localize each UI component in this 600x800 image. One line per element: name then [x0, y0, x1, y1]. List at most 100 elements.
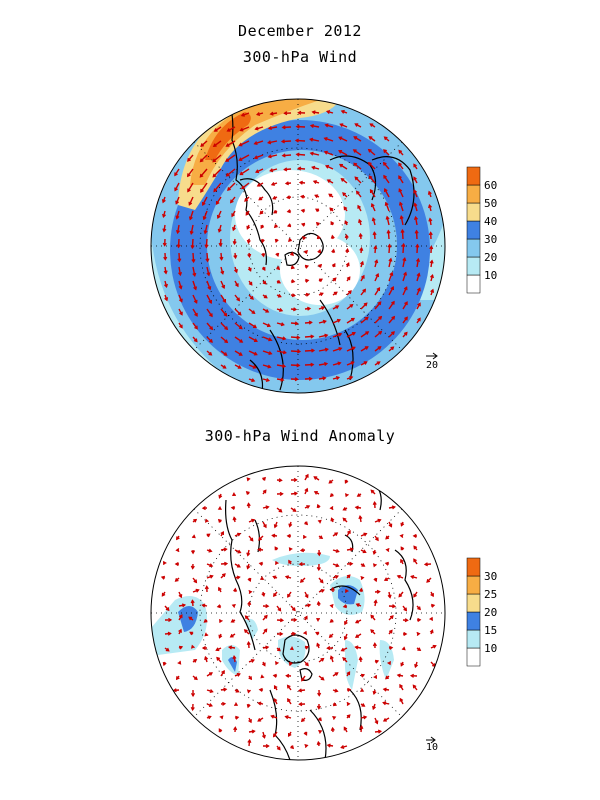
map1-coastlines [227, 99, 415, 393]
wind-vector-head [320, 676, 325, 681]
wind-vector-head [324, 347, 329, 352]
wind-vector-head [224, 326, 229, 331]
wind-vector-head [279, 308, 284, 312]
wind-vector-head [261, 253, 266, 258]
wind-vector-head [342, 517, 347, 522]
wind-vector-head [325, 164, 330, 169]
wind-vector [402, 286, 408, 296]
wind-vector [188, 196, 194, 206]
wind-vector [176, 224, 180, 234]
wind-vector [398, 175, 404, 184]
wind-vector-head [288, 238, 292, 242]
wind-vector-head [354, 619, 360, 624]
wind-vector-head [237, 365, 242, 369]
map2-shading [151, 466, 445, 760]
wind-vector-head [276, 266, 281, 271]
wind-vector-head [293, 617, 298, 622]
wind-vector-head [400, 522, 405, 527]
wind-vector [254, 140, 264, 145]
wind-vector-head [331, 263, 336, 268]
wind-vector-head [432, 644, 437, 649]
wind-vector-head [329, 493, 334, 498]
wind-vector-head [253, 155, 258, 160]
wind-vector-head [378, 315, 383, 320]
wind-vector [206, 322, 213, 330]
wind-vector-head [384, 561, 389, 566]
wind-vector-head [290, 252, 294, 256]
wind-vector-head [193, 338, 198, 343]
wind-vector [230, 196, 236, 203]
wind-vector-head [246, 239, 251, 244]
wind-vector-head [208, 351, 213, 356]
wind-vector-head [330, 586, 335, 591]
wind-vector-head [297, 166, 302, 171]
wind-vector-head [412, 684, 417, 689]
wind-vector [339, 163, 348, 170]
wind-vector-head [415, 243, 420, 248]
wind-vector-head [372, 642, 377, 647]
wind-vector-head [261, 662, 266, 667]
wind-vector-head [354, 645, 359, 650]
wind-vector-head [221, 284, 226, 289]
wind-vector-head [263, 614, 268, 619]
wind-vector-head [370, 614, 375, 619]
wind-vector-head [373, 599, 378, 604]
wind-vector-head [332, 716, 337, 720]
wind-vector-head [262, 280, 267, 285]
wind-vector-head [269, 168, 274, 173]
wind-vector-head [179, 324, 183, 329]
wind-vector-head [194, 325, 198, 330]
wind-vector [304, 335, 314, 338]
wind-vector-head [298, 180, 303, 185]
wind-vector [388, 244, 391, 254]
wind-vector-head [251, 729, 256, 734]
wind-vector-head [417, 317, 421, 322]
wind-vector-head [384, 201, 389, 206]
wind-vector-head [340, 177, 345, 182]
wind-vector-head [244, 197, 249, 202]
wind-vector-head [165, 647, 170, 652]
wind-vector-head [361, 563, 366, 567]
wind-vector-head [336, 318, 341, 323]
wind-vector-head [160, 575, 166, 580]
wind-vector-head [369, 123, 374, 127]
wind-vector-head [378, 330, 383, 335]
wind-vector-head [401, 242, 406, 247]
wind-vector-head [208, 672, 213, 676]
wind-vector-head [209, 574, 214, 579]
wind-vector-head [349, 375, 354, 380]
wind-vector-head [390, 346, 395, 351]
map1-grid [151, 99, 445, 393]
wind-vector-head [236, 563, 241, 568]
wind-vector-head [345, 588, 349, 593]
wind-vector-head [335, 563, 340, 568]
wind-vector-head [416, 287, 421, 292]
wind-vector-head [417, 302, 421, 307]
wind-vector-head [190, 693, 196, 698]
wind-vector-head [224, 339, 229, 344]
wind-vector [270, 168, 278, 172]
wind-vector [248, 308, 255, 314]
wind-vector-head [187, 157, 191, 162]
wind-vector [203, 210, 208, 220]
wind-vector-head [175, 547, 180, 553]
wind-vector [239, 140, 250, 147]
wind-vector-head [307, 603, 312, 608]
wind-vector [388, 301, 395, 310]
wind-vector-head [246, 502, 251, 507]
wind-vector-head [389, 645, 394, 650]
wind-vector [383, 149, 390, 156]
wind-vector-head [323, 136, 328, 141]
wind-vector-head [315, 631, 320, 636]
wind-vector-head [315, 618, 320, 622]
wind-vector-head [207, 286, 212, 291]
wind-vector-head [204, 518, 209, 523]
wind-vector-head [358, 515, 363, 520]
wind-vector-head [237, 311, 242, 316]
wind-vector-head [427, 190, 432, 195]
wind-vector-head [396, 574, 401, 579]
wind-vector-head [245, 211, 250, 216]
wind-vector-head [323, 361, 329, 367]
wind-vector [213, 140, 222, 147]
wind-vector-head [372, 690, 377, 696]
